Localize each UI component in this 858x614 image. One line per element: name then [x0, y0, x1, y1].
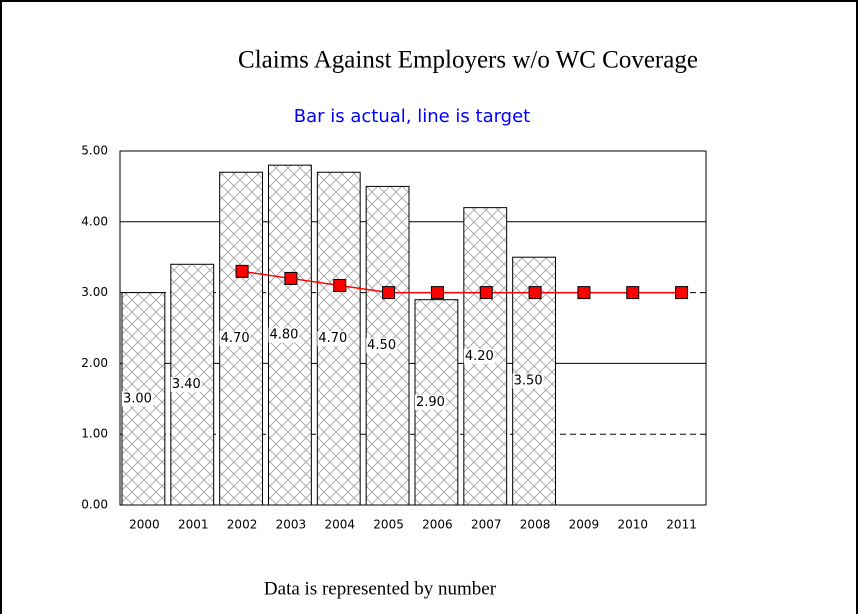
- value-label: 4.80: [270, 328, 299, 343]
- x-tick-label: 2007: [471, 518, 502, 532]
- y-tick-label: 1.00: [81, 427, 108, 441]
- value-label: 4.70: [221, 331, 250, 346]
- x-tick-label: 2010: [617, 518, 648, 532]
- value-label: 3.40: [172, 377, 201, 392]
- plot-border: [119, 150, 707, 506]
- y-tick-label: 0.00: [81, 498, 108, 512]
- x-tick-label: 2006: [422, 518, 453, 532]
- y-tick-label: 3.00: [81, 285, 108, 299]
- target-marker: [235, 264, 249, 278]
- y-tick-label: 4.00: [81, 214, 108, 228]
- value-label-bg: [170, 377, 202, 393]
- footer-note: Data is represented by number: [264, 578, 497, 599]
- target-marker: [577, 286, 591, 300]
- target-marker: [479, 286, 493, 300]
- x-tick-label: 2000: [129, 518, 160, 532]
- value-label-bg: [366, 338, 398, 354]
- chart-title: Claims Against Employers w/o WC Coverage: [238, 47, 698, 74]
- target-marker: [430, 286, 444, 300]
- y-tick-label: 5.00: [81, 144, 108, 158]
- target-line: [241, 270, 682, 294]
- value-label-bg: [268, 327, 300, 343]
- value-label: 4.70: [318, 331, 347, 346]
- chart-subtitle: Bar is actual, line is target: [294, 106, 531, 127]
- value-label-bg: [122, 391, 153, 407]
- value-label: 3.00: [123, 391, 152, 406]
- x-tick-label: 2008: [520, 518, 551, 532]
- x-tick-label: 2002: [227, 518, 258, 532]
- value-label-bg: [415, 394, 446, 410]
- value-label-bg: [219, 331, 251, 347]
- value-label-bg: [317, 331, 349, 347]
- value-label-bg: [512, 373, 544, 389]
- x-tick-label: 2011: [666, 518, 697, 532]
- target-marker: [528, 286, 542, 300]
- target-marker: [382, 286, 396, 300]
- value-label: 4.50: [367, 338, 396, 353]
- target-marker: [675, 286, 689, 300]
- x-tick-label: 2001: [178, 518, 209, 532]
- x-tick-label: 2005: [373, 518, 404, 532]
- target-marker: [333, 279, 347, 293]
- value-label: 4.20: [465, 349, 494, 364]
- y-tick-label: 2.00: [81, 356, 108, 370]
- value-label-bg: [463, 348, 495, 364]
- target-marker: [626, 286, 640, 300]
- value-label: 2.90: [416, 395, 445, 410]
- x-tick-label: 2003: [276, 518, 307, 532]
- target-marker: [284, 271, 298, 285]
- x-tick-label: 2009: [569, 518, 600, 532]
- value-label: 3.50: [514, 374, 543, 389]
- x-tick-label: 2004: [324, 518, 355, 532]
